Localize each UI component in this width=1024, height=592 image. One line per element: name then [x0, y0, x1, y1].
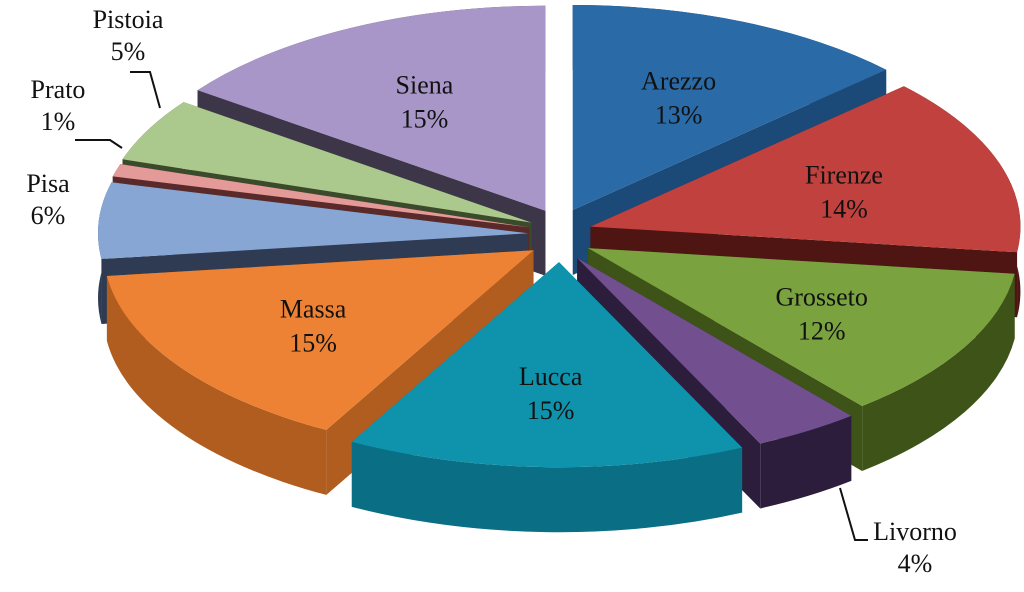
label-value-grosseto: 12%	[798, 316, 846, 345]
leader-livorno	[839, 487, 868, 541]
leader-lines	[75, 71, 868, 541]
slice-outer-wall-lucca	[351, 441, 743, 533]
slice-massa	[106, 250, 534, 430]
label-value-pistoia: 5%	[111, 37, 146, 66]
slice-pisa	[98, 182, 529, 259]
slice-livorno	[577, 257, 852, 444]
label-value-lucca: 15%	[527, 396, 575, 425]
slice-grosseto	[588, 248, 1015, 407]
label-value-siena: 15%	[401, 105, 449, 134]
label-name-pistoia: Pistoia	[93, 5, 164, 34]
label-value-massa: 15%	[289, 329, 337, 358]
label-value-pisa: 6%	[31, 201, 66, 230]
slice-arezzo	[572, 5, 887, 211]
label-name-massa: Massa	[280, 295, 347, 324]
label-value-firenze: 14%	[820, 194, 868, 223]
slice-labels: Arezzo 13% Firenze 14% Grosseto 12% Livorno 4% L…	[26, 5, 957, 578]
label-value-prato: 1%	[41, 107, 76, 136]
slice-tops	[98, 5, 1021, 468]
label-name-grosseto: Grosseto	[775, 282, 867, 311]
slice-siena	[197, 5, 546, 211]
leader-pistoia	[130, 71, 161, 109]
slice-prato	[112, 164, 530, 228]
slice-outer-wall-massa	[106, 275, 327, 495]
label-name-lucca: Lucca	[519, 362, 583, 391]
slice-outer-wall-grosseto	[862, 273, 1015, 472]
label-value-livorno: 4%	[898, 549, 933, 578]
leader-prato	[75, 139, 123, 149]
slice-firenze	[590, 86, 1021, 253]
slice-lucca	[351, 262, 743, 468]
label-value-arezzo: 13%	[655, 100, 703, 129]
label-name-pisa: Pisa	[26, 169, 70, 198]
label-name-prato: Prato	[31, 75, 86, 104]
slice-outer-wall-livorno	[760, 415, 852, 509]
slice-pistoia	[122, 102, 532, 223]
label-name-livorno: Livorno	[873, 517, 957, 546]
label-name-firenze: Firenze	[805, 160, 883, 189]
label-name-siena: Siena	[396, 71, 454, 100]
label-name-arezzo: Arezzo	[641, 66, 716, 95]
